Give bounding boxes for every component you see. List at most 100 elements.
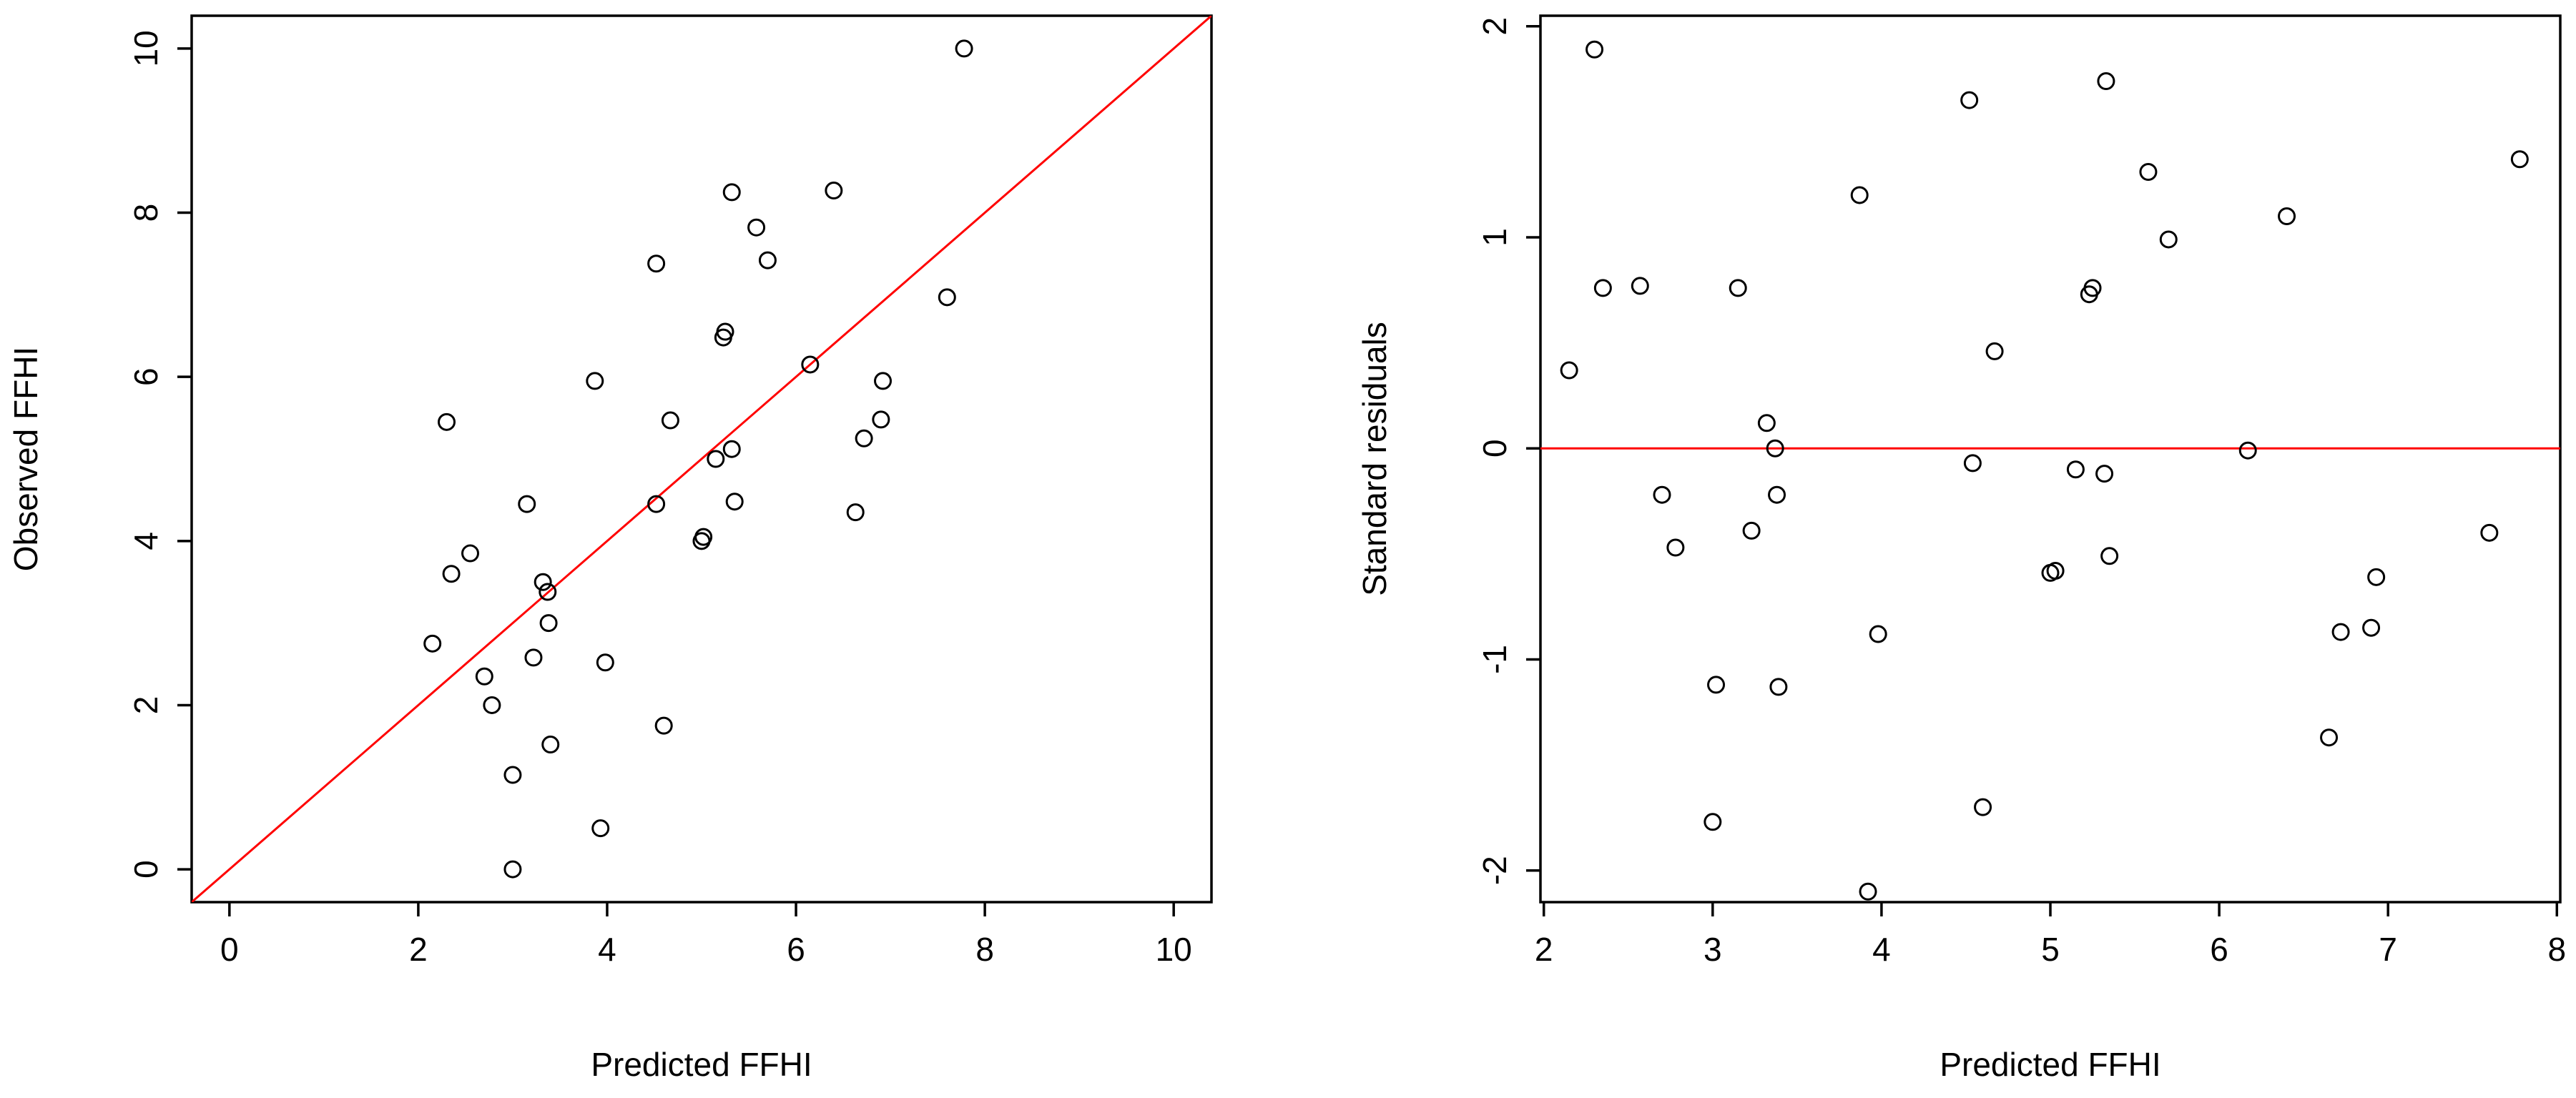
data-point — [2083, 279, 2102, 297]
data-point — [938, 288, 956, 307]
data-point — [955, 39, 973, 58]
y-tick-label: -2 — [1476, 856, 1513, 885]
x-tick-label: 3 — [1704, 931, 1722, 968]
data-point — [1586, 40, 1604, 59]
data-point — [654, 716, 673, 735]
data-point — [647, 495, 666, 513]
data-point — [539, 614, 558, 633]
data-point — [2066, 460, 2085, 479]
data-point — [596, 653, 614, 672]
y-axis-title: Standard residuals — [1356, 322, 1393, 596]
data-point — [2095, 465, 2114, 483]
data-point — [1768, 485, 1786, 504]
data-point — [1560, 361, 1578, 380]
data-point — [438, 412, 456, 431]
y-tick-label: 0 — [1476, 439, 1513, 458]
residuals-vs-predicted-panel: 2 3 4 5 6 7 8 -2 -1 0 1 2 Predicted FFHI Standard res… — [1356, 14, 2566, 1083]
data-point — [846, 503, 865, 522]
y-tick-label: 2 — [127, 696, 164, 715]
x-tick-label: 8 — [2547, 931, 2566, 968]
x-tick-label: 8 — [975, 931, 994, 968]
data-point — [716, 322, 734, 341]
x-tick-label: 6 — [787, 931, 805, 968]
data-point — [872, 410, 890, 429]
data-point — [758, 251, 777, 269]
x-axis-title: Predicted FFHI — [591, 1046, 812, 1083]
data-point — [722, 183, 741, 202]
data-point — [1631, 277, 1649, 295]
x-tick-label: 2 — [1535, 931, 1553, 968]
data-point — [2159, 230, 2178, 249]
identity-reference-line — [192, 16, 1211, 902]
data-point — [2097, 72, 2115, 91]
data-point — [722, 440, 741, 458]
y-tick-label: 10 — [127, 30, 164, 66]
data-point — [2510, 150, 2529, 169]
data-point — [483, 696, 501, 714]
data-point — [2046, 561, 2065, 580]
data-point — [1704, 813, 1722, 831]
y-tick-label: -1 — [1476, 645, 1513, 674]
data-point — [586, 372, 604, 390]
data-point — [534, 573, 552, 591]
data-point — [524, 648, 543, 667]
data-point — [461, 544, 480, 563]
data-point — [1974, 798, 1992, 816]
data-point — [503, 766, 522, 784]
data-point — [1850, 186, 1869, 204]
data-point — [1707, 676, 1726, 694]
data-point — [591, 819, 610, 838]
y-tick-label: 6 — [127, 367, 164, 386]
x-tick-label: 4 — [598, 931, 616, 968]
data-point — [1985, 342, 2004, 360]
y-axis-title: Observed FFHI — [7, 347, 44, 571]
data-point — [1859, 882, 1877, 901]
y-tick-label: 2 — [1476, 17, 1513, 36]
plot-frame — [190, 14, 1213, 904]
x-axis-title: Predicted FFHI — [1940, 1046, 2160, 1083]
x-tick-label: 4 — [1872, 931, 1891, 968]
data-point — [725, 493, 744, 511]
data-point — [2139, 162, 2158, 181]
data-point — [855, 429, 873, 447]
data-point — [475, 667, 493, 686]
data-point — [2100, 547, 2119, 565]
y-tick-label: 8 — [127, 204, 164, 222]
data-point — [1742, 521, 1761, 540]
x-tick-label: 0 — [220, 931, 239, 968]
data-point — [2480, 523, 2499, 542]
y-tick-label: 0 — [127, 860, 164, 879]
data-point — [647, 254, 666, 273]
data-point — [2367, 568, 2386, 586]
data-point — [747, 218, 766, 237]
x-tick-label: 10 — [1156, 931, 1192, 968]
data-point — [2362, 618, 2381, 637]
data-point — [1869, 625, 1887, 643]
data-point — [541, 736, 560, 754]
data-point — [2278, 207, 2296, 225]
plot-frame — [1539, 14, 2562, 904]
data-point — [661, 411, 679, 430]
data-point — [2238, 441, 2257, 460]
data-point — [801, 355, 820, 374]
data-point — [2320, 728, 2339, 747]
observed-vs-predicted-panel: 0 2 4 6 8 10 0 2 4 6 8 10 Predicted FFHI Observed FFH… — [7, 14, 1213, 1083]
x-tick-label: 6 — [2210, 931, 2228, 968]
x-tick-label: 5 — [2041, 931, 2060, 968]
data-point — [1593, 279, 1612, 297]
data-point — [1653, 485, 1671, 504]
y-tick-label: 4 — [127, 532, 164, 550]
x-tick-label: 7 — [2379, 931, 2397, 968]
data-point — [1963, 454, 1982, 473]
data-point — [707, 450, 725, 468]
data-point — [423, 634, 442, 653]
data-point — [874, 372, 893, 390]
data-point — [2331, 623, 2350, 641]
data-point — [539, 583, 557, 601]
data-point — [1769, 678, 1788, 696]
y-tick-label: 1 — [1476, 228, 1513, 247]
data-point — [518, 495, 536, 513]
data-point — [442, 565, 461, 583]
data-point — [1766, 439, 1784, 458]
